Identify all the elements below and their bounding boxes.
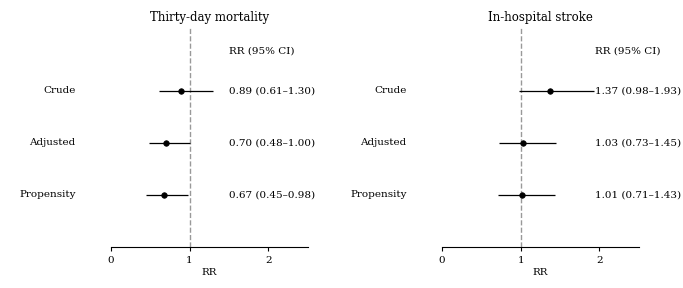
Text: Crude: Crude xyxy=(374,86,406,95)
Title: Thirty-day mortality: Thirty-day mortality xyxy=(150,11,269,24)
Text: 1.01 (0.71–1.43): 1.01 (0.71–1.43) xyxy=(596,190,682,199)
X-axis label: RR: RR xyxy=(201,268,217,277)
Text: Propensity: Propensity xyxy=(19,190,76,199)
Text: Adjusted: Adjusted xyxy=(361,138,406,147)
Text: 0.70 (0.48–1.00): 0.70 (0.48–1.00) xyxy=(229,138,315,147)
Text: 1.37 (0.98–1.93): 1.37 (0.98–1.93) xyxy=(596,86,682,95)
Text: Propensity: Propensity xyxy=(350,190,406,199)
Text: 1.03 (0.73–1.45): 1.03 (0.73–1.45) xyxy=(596,138,682,147)
Title: In-hospital stroke: In-hospital stroke xyxy=(488,11,593,24)
X-axis label: RR: RR xyxy=(533,268,548,277)
Text: Adjusted: Adjusted xyxy=(29,138,76,147)
Text: RR (95% CI): RR (95% CI) xyxy=(596,47,661,56)
Text: 0.89 (0.61–1.30): 0.89 (0.61–1.30) xyxy=(229,86,315,95)
Text: 0.67 (0.45–0.98): 0.67 (0.45–0.98) xyxy=(229,190,315,199)
Text: Crude: Crude xyxy=(43,86,76,95)
Text: RR (95% CI): RR (95% CI) xyxy=(229,47,294,56)
